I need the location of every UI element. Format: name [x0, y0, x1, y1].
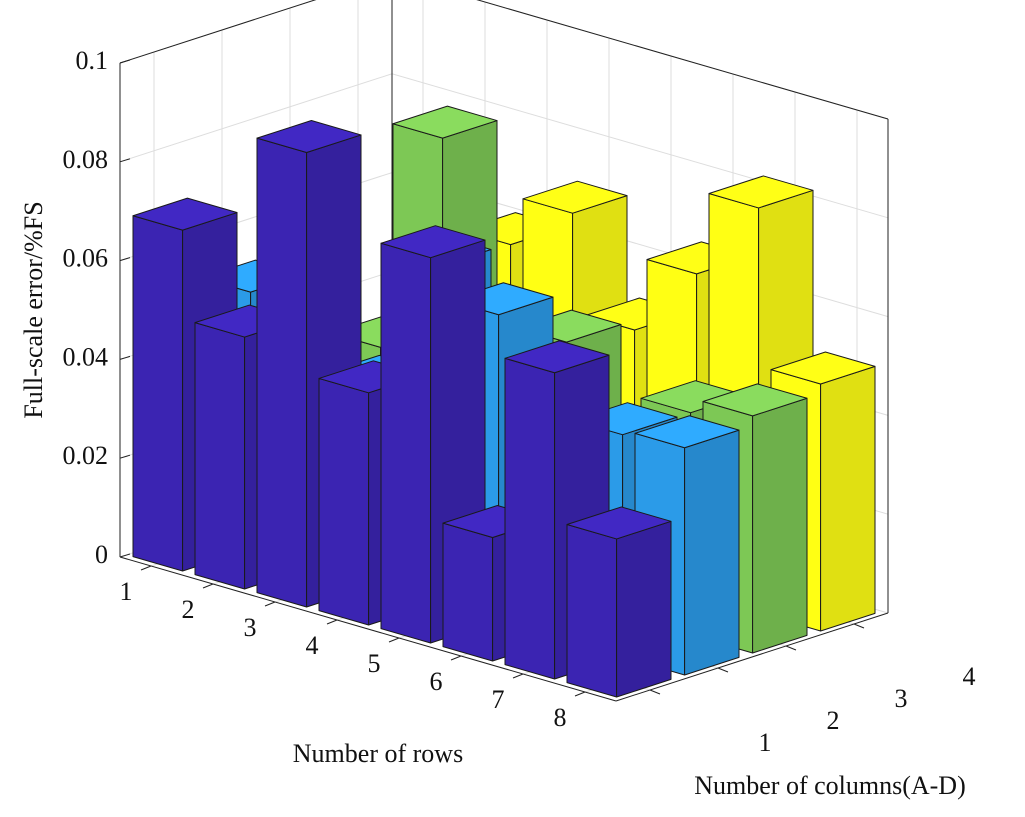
x-tick: [574, 691, 586, 697]
y-tick-label: 3: [895, 684, 908, 713]
axis-line: [119, 0, 317, 64]
y-tick-label: 4: [963, 662, 976, 691]
y-tick-label: 2: [827, 706, 840, 735]
z-tick: [119, 59, 131, 64]
bar-face: [566, 524, 618, 698]
bar-face: [566, 506, 672, 540]
bar-face: [256, 137, 308, 608]
x-axis-label: Number of rows: [293, 739, 463, 768]
z-axis-label: Full-scale error/%FS: [19, 201, 48, 418]
z-tick: [119, 454, 131, 459]
bar-face: [684, 429, 740, 676]
axis-line: [615, 612, 889, 702]
bar-face: [752, 397, 808, 654]
bar-face: [504, 357, 556, 680]
bar-face: [194, 322, 246, 590]
bar-face: [708, 175, 814, 209]
x-tick: [264, 601, 276, 607]
x-tick-label: 4: [306, 631, 319, 660]
bar-face: [770, 351, 876, 385]
x-tick: [450, 655, 462, 661]
x-tick-label: 6: [430, 667, 443, 696]
z-tick-label: 0.1: [76, 46, 109, 75]
bar-face: [392, 105, 498, 139]
x-tick-label: 3: [244, 613, 257, 642]
bar-face: [132, 197, 238, 231]
bar-face: [318, 377, 370, 626]
axis-line: [476, 0, 889, 120]
x-tick-label: 1: [120, 577, 133, 606]
y-axis-label: Number of columns(A-D): [694, 771, 966, 800]
z-tick: [119, 257, 131, 262]
y-tick: [785, 645, 797, 651]
bar-face: [256, 120, 362, 154]
z-tick-label: 0.02: [63, 441, 109, 470]
bar-face: [616, 520, 672, 698]
x-tick: [140, 565, 152, 571]
z-tick-label: 0: [95, 540, 108, 569]
bar-face: [442, 522, 494, 662]
bar-face: [380, 242, 432, 644]
z-tick-label: 0.06: [63, 244, 109, 273]
x-tick: [326, 619, 338, 625]
bar-face: [504, 340, 610, 374]
bar: [566, 506, 672, 698]
y-tick: [853, 623, 865, 629]
x-tick-label: 5: [368, 649, 381, 678]
x-tick: [388, 637, 400, 643]
grid-line: [119, 0, 889, 120]
z-tick-label: 0.08: [63, 145, 109, 174]
y-tick-label: 1: [759, 728, 772, 757]
x-tick-label: 8: [554, 703, 567, 732]
bar-face: [702, 383, 808, 417]
bar-face: [522, 180, 628, 214]
z-tick-label: 0.04: [63, 342, 109, 371]
bar-face: [634, 415, 740, 449]
y-tick: [717, 667, 729, 673]
axis-line: [119, 556, 617, 702]
z-tick: [119, 355, 131, 360]
x-tick: [202, 583, 214, 589]
bar-face: [820, 365, 876, 632]
x-tick-label: 7: [492, 685, 505, 714]
x-tick-label: 2: [182, 595, 195, 624]
z-tick: [119, 158, 131, 163]
z-tick: [119, 553, 131, 558]
y-tick: [649, 689, 661, 695]
bar-face: [132, 215, 184, 572]
bar-face: [380, 225, 486, 259]
x-tick: [512, 673, 524, 679]
